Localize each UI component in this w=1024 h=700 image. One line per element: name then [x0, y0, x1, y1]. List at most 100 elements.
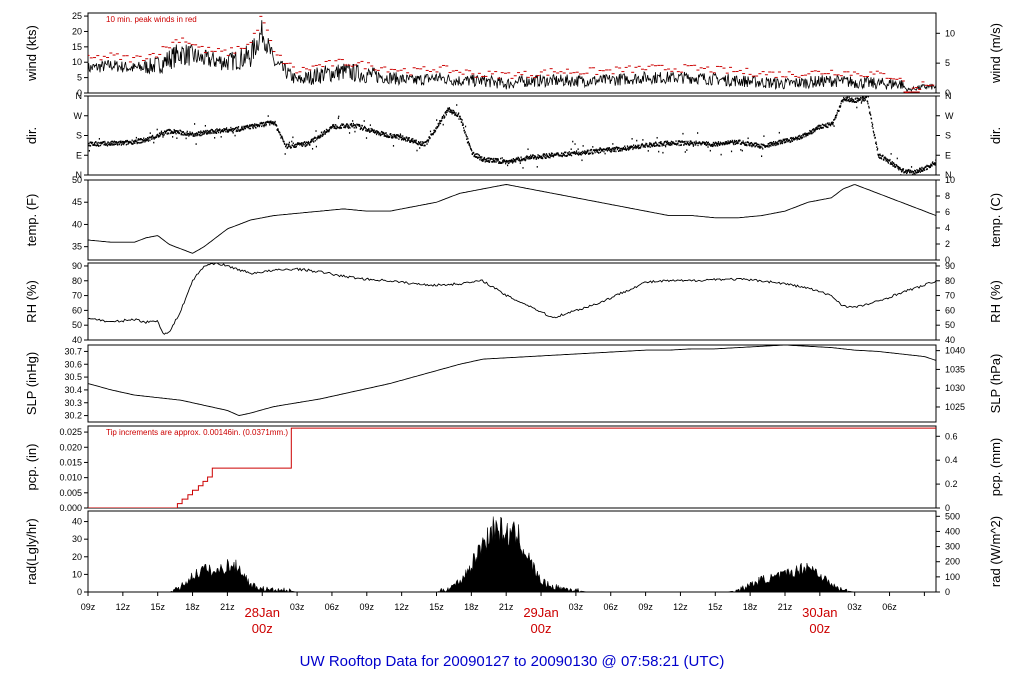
- data-point: [640, 145, 642, 148]
- data-point: [327, 129, 329, 131]
- data-point: [635, 145, 637, 148]
- data-point: [623, 148, 625, 150]
- data-point: [597, 148, 599, 151]
- data-point: [679, 141, 681, 143]
- data-point: [718, 143, 720, 145]
- data-point: [568, 153, 570, 156]
- data-point: [696, 142, 698, 144]
- data-point: [598, 149, 600, 152]
- data-point: [812, 131, 814, 134]
- data-point: [212, 130, 215, 132]
- data-point: [328, 130, 330, 132]
- data-point: [510, 159, 512, 162]
- data-point: [614, 148, 616, 151]
- data-point: [476, 156, 478, 158]
- data-point: [923, 167, 925, 169]
- data-point: [318, 135, 320, 137]
- data-point: [88, 149, 90, 152]
- data-point: [248, 127, 250, 130]
- data-point: [544, 157, 546, 159]
- data-point: [460, 118, 462, 121]
- data-point: [688, 143, 690, 145]
- data-point: [319, 134, 321, 137]
- data-point: [186, 130, 188, 133]
- data-point: [811, 132, 813, 135]
- data-point: [650, 144, 652, 147]
- data-point: [855, 101, 857, 103]
- data-point: [802, 133, 804, 136]
- data-point: [122, 142, 124, 144]
- right-axis-title: temp. (C): [988, 193, 1003, 247]
- data-point: [112, 143, 114, 146]
- data-point: [146, 137, 149, 139]
- data-point: [655, 144, 657, 147]
- data-point: [226, 130, 228, 133]
- data-point: [400, 136, 402, 139]
- data-point: [156, 133, 159, 136]
- data-point: [449, 109, 452, 111]
- data-point: [784, 138, 786, 141]
- data-point: [254, 124, 256, 126]
- data-point: [692, 143, 694, 146]
- data-point: [391, 136, 393, 139]
- data-point: [508, 162, 510, 164]
- data-point: [289, 145, 291, 148]
- data-point: [546, 154, 548, 157]
- data-point: [750, 144, 752, 147]
- data-point: [368, 127, 370, 130]
- data-point: [599, 148, 601, 150]
- left-tick-label: 60: [72, 305, 82, 315]
- data-point: [216, 128, 218, 130]
- data-point: [586, 152, 588, 154]
- data-point: [437, 122, 439, 125]
- data-point: [236, 130, 238, 132]
- plot-area: [88, 345, 936, 416]
- data-point: [318, 137, 320, 139]
- data-point: [439, 120, 441, 122]
- data-point: [99, 142, 101, 144]
- right-tick-label: 1035: [945, 364, 965, 374]
- data-point: [618, 146, 620, 149]
- data-point: [630, 146, 632, 149]
- data-point: [863, 96, 865, 99]
- data-point: [548, 156, 550, 159]
- data-point: [123, 142, 126, 144]
- data-point: [158, 135, 160, 138]
- data-point: [912, 174, 914, 175]
- data-point: [863, 100, 865, 102]
- data-point: [629, 145, 631, 148]
- data-point: [262, 121, 265, 124]
- data-point: [184, 132, 186, 135]
- data-point: [237, 127, 239, 130]
- data-point: [745, 141, 747, 144]
- data-point: [698, 142, 700, 144]
- data-point: [236, 129, 238, 132]
- data-point: [483, 156, 486, 159]
- data-point: [875, 143, 878, 146]
- data-point: [518, 157, 520, 160]
- data-point: [197, 132, 199, 135]
- data-point: [422, 142, 425, 144]
- data-point: [122, 140, 124, 143]
- data-point: [347, 124, 349, 127]
- data-point: [506, 164, 509, 167]
- data-point: [700, 142, 702, 145]
- data-point: [120, 140, 122, 143]
- day-label-time: 00z: [809, 621, 830, 636]
- data-point: [842, 98, 844, 101]
- data-point: [276, 125, 278, 127]
- data-point: [862, 98, 864, 100]
- data-point: [467, 140, 469, 143]
- data-point: [349, 127, 351, 129]
- data-point: [856, 97, 859, 100]
- data-point: [468, 143, 471, 145]
- data-point: [106, 144, 109, 147]
- data-point: [314, 139, 316, 142]
- data-point: [800, 137, 802, 140]
- data-point: [306, 143, 308, 146]
- data-point: [206, 133, 208, 135]
- data-point: [528, 155, 531, 158]
- data-point: [498, 161, 501, 163]
- data-point: [480, 157, 482, 160]
- data-point: [648, 144, 650, 147]
